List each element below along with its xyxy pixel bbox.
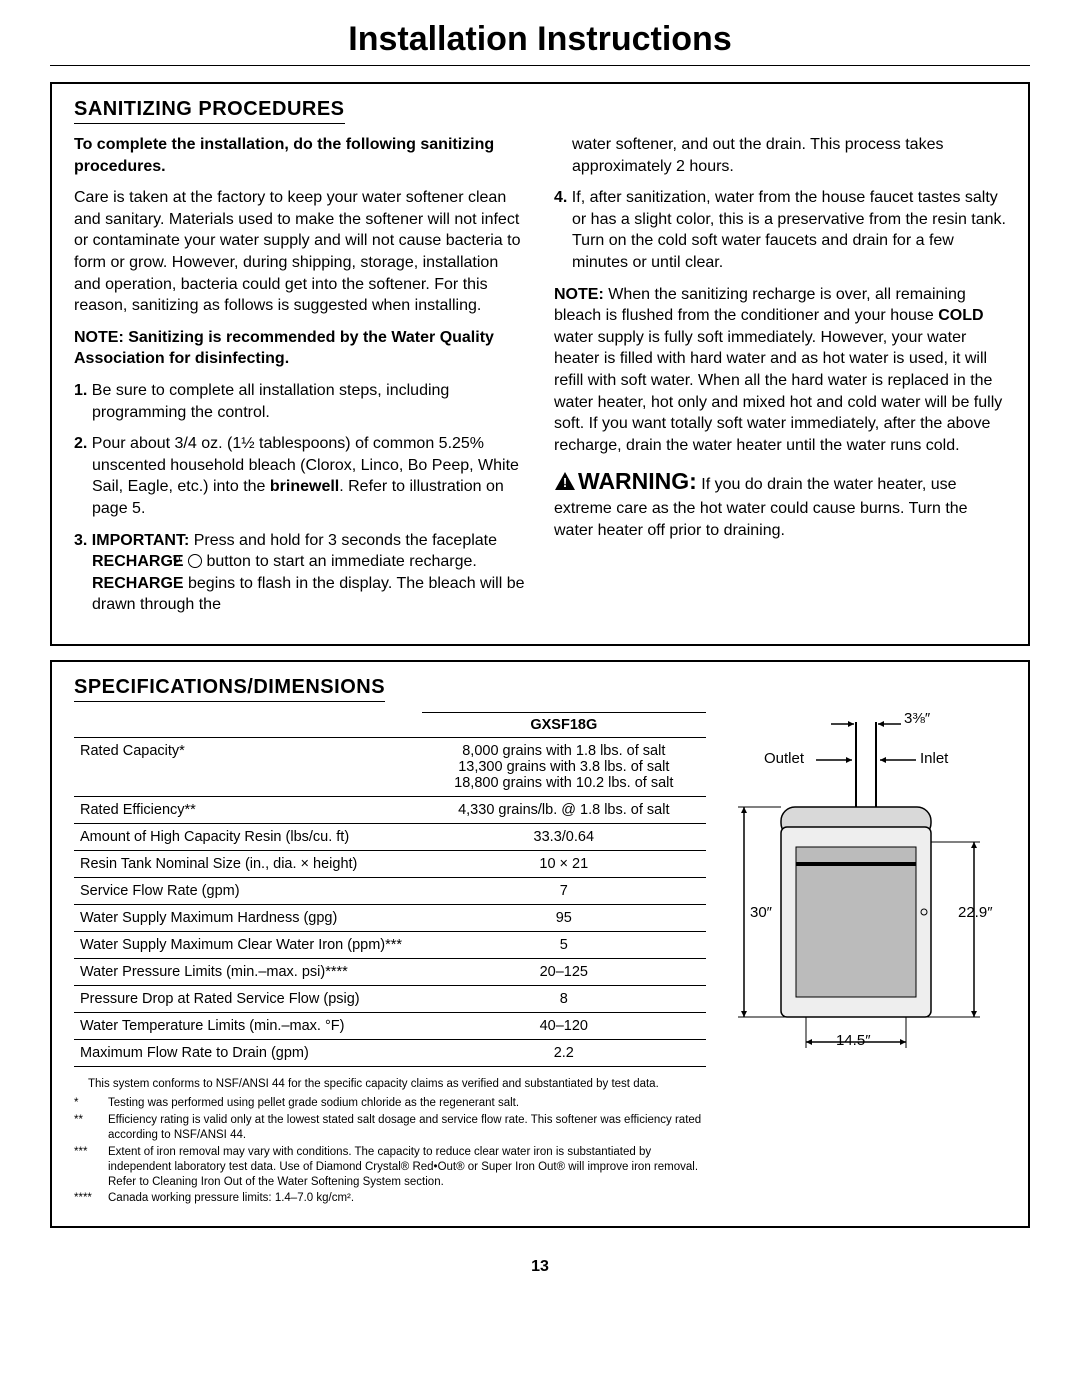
sanitizing-left-col: To complete the installation, do the fol… [74, 134, 526, 626]
footnote-text: Testing was performed using pellet grade… [108, 1096, 519, 1111]
specs-panel: SPECIFICATIONS/DIMENSIONS GXSF18G Rated … [50, 660, 1030, 1229]
spec-label: Pressure Drop at Rated Service Flow (psi… [74, 985, 422, 1012]
spec-value: 40–120 [422, 1012, 706, 1039]
spec-label: Amount of High Capacity Resin (lbs/cu. f… [74, 823, 422, 850]
dim-top-gap: 3⅜″ [904, 710, 930, 727]
page-title: Installation Instructions [50, 20, 1030, 59]
footnote: ***Extent of iron removal may vary with … [74, 1145, 706, 1190]
recharge-icon [188, 554, 202, 568]
spec-value: 8,000 grains with 1.8 lbs. of salt13,300… [422, 737, 706, 796]
spec-value: 5 [422, 931, 706, 958]
spec-value: 7 [422, 877, 706, 904]
spec-label: Water Supply Maximum Clear Water Iron (p… [74, 931, 422, 958]
footnote: ****Canada working pressure limits: 1.4–… [74, 1191, 706, 1206]
table-row: Water Supply Maximum Clear Water Iron (p… [74, 931, 706, 958]
warning-label: WARNING: [578, 468, 697, 494]
footnotes: This system conforms to NSF/ANSI 44 for … [74, 1077, 706, 1207]
table-row: Rated Efficiency**4,330 grains/lb. @ 1.8… [74, 796, 706, 823]
specs-table: GXSF18G Rated Capacity*8,000 grains with… [74, 712, 706, 1067]
spec-label: Rated Capacity* [74, 737, 422, 796]
warning-block: ! WARNING: If you do drain the water hea… [554, 466, 1006, 541]
spec-value: 8 [422, 985, 706, 1012]
footnote-pre: This system conforms to NSF/ANSI 44 for … [88, 1077, 706, 1092]
spec-value: 33.3/0.64 [422, 823, 706, 850]
spec-label: Water Pressure Limits (min.–max. psi)***… [74, 958, 422, 985]
spec-value: 95 [422, 904, 706, 931]
dim-height-left: 30″ [750, 904, 772, 921]
footnote-text: Extent of iron removal may vary with con… [108, 1145, 706, 1190]
step-1: 1. Be sure to complete all installation … [74, 380, 526, 423]
step-3: 3. IMPORTANT: Press and hold for 3 secon… [74, 530, 526, 616]
warning-triangle-icon: ! [554, 471, 576, 498]
footnote: **Efficiency rating is valid only at the… [74, 1113, 706, 1143]
spec-value: 10 × 21 [422, 850, 706, 877]
spec-label: Rated Efficiency** [74, 796, 422, 823]
footnote-mark: ** [74, 1113, 108, 1143]
table-row: Water Supply Maximum Hardness (gpg)95 [74, 904, 706, 931]
footnote-text: Efficiency rating is valid only at the l… [108, 1113, 706, 1143]
sanitizing-right-col: water softener, and out the drain. This … [554, 134, 1006, 626]
specs-heading: SPECIFICATIONS/DIMENSIONS [74, 676, 385, 702]
sanitizing-step-4-list: 4. If, after sanitization, water from th… [554, 187, 1006, 273]
footnote-mark: *** [74, 1145, 108, 1190]
spec-label: Resin Tank Nominal Size (in., dia. × hei… [74, 850, 422, 877]
spec-label: Maximum Flow Rate to Drain (gpm) [74, 1039, 422, 1066]
dim-inlet: Inlet [920, 750, 948, 767]
table-row: Water Temperature Limits (min.–max. °F)4… [74, 1012, 706, 1039]
sanitizing-intro-para: Care is taken at the factory to keep you… [74, 187, 526, 317]
sanitizing-steps: 1. Be sure to complete all installation … [74, 380, 526, 616]
footnote-mark: **** [74, 1191, 108, 1206]
dim-width: 14.5″ [836, 1032, 871, 1049]
table-row: Rated Capacity*8,000 grains with 1.8 lbs… [74, 737, 706, 796]
svg-text:!: ! [563, 475, 567, 490]
footnote-mark: * [74, 1096, 108, 1111]
model-header: GXSF18G [422, 712, 706, 737]
footnote-text: Canada working pressure limits: 1.4–7.0 … [108, 1191, 354, 1206]
step-3-continuation: water softener, and out the drain. This … [554, 134, 1006, 177]
step-4: 4. If, after sanitization, water from th… [554, 187, 1006, 273]
sanitizing-note2: NOTE: When the sanitizing recharge is ov… [554, 284, 1006, 457]
table-row: Resin Tank Nominal Size (in., dia. × hei… [74, 850, 706, 877]
title-rule [50, 65, 1030, 66]
footnote: *Testing was performed using pellet grad… [74, 1096, 706, 1111]
dim-height-right: 22.9″ [958, 904, 993, 921]
spec-label: Water Temperature Limits (min.–max. °F) [74, 1012, 422, 1039]
table-row: Water Pressure Limits (min.–max. psi)***… [74, 958, 706, 985]
spec-value: 4,330 grains/lb. @ 1.8 lbs. of salt [422, 796, 706, 823]
spec-label: Service Flow Rate (gpm) [74, 877, 422, 904]
table-row: Service Flow Rate (gpm)7 [74, 877, 706, 904]
dimensions-diagram: 3⅜″ Outlet Inlet 30″ 22.9″ 14.5″ [726, 712, 1006, 1072]
step-2: 2. Pour about 3/4 oz. (1½ tablespoons) o… [74, 433, 526, 519]
dim-outlet: Outlet [764, 750, 804, 767]
sanitizing-note-bold: NOTE: Sanitizing is recommended by the W… [74, 327, 526, 370]
sanitizing-heading: SANITIZING PROCEDURES [74, 98, 345, 124]
spec-label: Water Supply Maximum Hardness (gpg) [74, 904, 422, 931]
table-row: Maximum Flow Rate to Drain (gpm)2.2 [74, 1039, 706, 1066]
table-row: Pressure Drop at Rated Service Flow (psi… [74, 985, 706, 1012]
table-row: Amount of High Capacity Resin (lbs/cu. f… [74, 823, 706, 850]
spec-value: 20–125 [422, 958, 706, 985]
sanitizing-intro-bold: To complete the installation, do the fol… [74, 134, 526, 177]
sanitizing-panel: SANITIZING PROCEDURES To complete the in… [50, 82, 1030, 646]
page-number: 13 [50, 1258, 1030, 1276]
spec-value: 2.2 [422, 1039, 706, 1066]
